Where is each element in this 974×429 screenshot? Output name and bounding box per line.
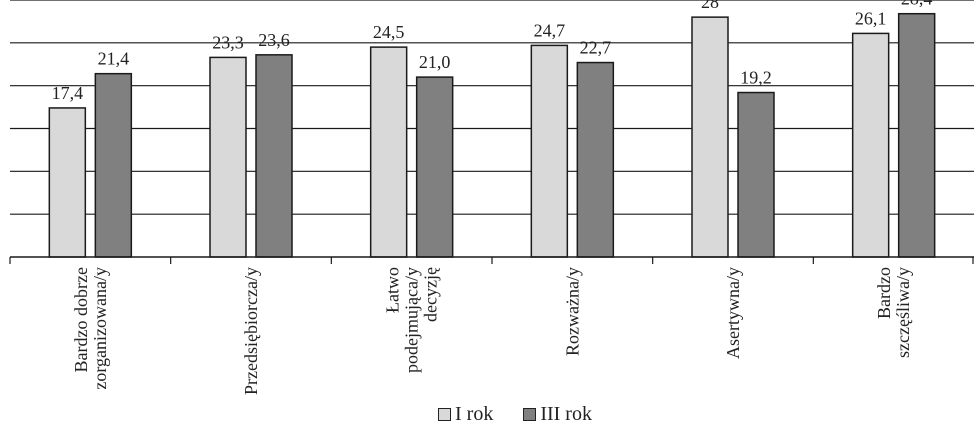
- category-label: Asertywna/y: [723, 267, 743, 359]
- category-label-line: decyzję: [421, 267, 441, 322]
- data-label-series-1: 24,5: [373, 22, 405, 42]
- category-label-line: szczęśliwa/y: [893, 267, 913, 358]
- data-label-series-2: 19,2: [740, 68, 772, 88]
- bar-series-1: [530, 44, 569, 258]
- legend-label-series-1: I rok: [455, 403, 494, 425]
- data-label-series-1: 26,1: [855, 8, 887, 28]
- data-label-series-1: 17,4: [52, 83, 84, 103]
- category-label-line: Bardzo dobrze: [71, 267, 91, 372]
- bar-series-1: [369, 46, 408, 258]
- category-label: Bardzo dobrze zorganizowana/y: [71, 267, 110, 390]
- category-label-line: zorganizowana/y: [90, 267, 110, 390]
- category-label-line: Asertywna/y: [723, 267, 743, 359]
- data-label-series-1: 23,3: [212, 32, 244, 52]
- bars: [48, 12, 936, 258]
- bar-series-1: [851, 32, 890, 258]
- category-label-line: Przedsiębiorcza/y: [241, 267, 261, 395]
- bar-chart: Bardzo dobrze zorganizowana/y Przedsiębior…: [9, 0, 974, 395]
- legend: I rok III rok: [438, 403, 592, 426]
- x-axis: [9, 256, 974, 264]
- legend-item-series-2: III rok: [523, 403, 592, 426]
- data-label-series-2: 23,6: [258, 30, 290, 50]
- bar-series-2: [255, 54, 293, 258]
- data-label-series-2: 21,4: [98, 49, 130, 69]
- category-label: Bardzo szczęśliwa/y: [874, 267, 913, 358]
- legend-swatch-series-1: [438, 408, 451, 421]
- data-label-series-1: 28: [701, 0, 719, 12]
- bar-series-1: [209, 56, 247, 258]
- bar-series-1: [691, 16, 729, 258]
- gridlines: [10, 0, 974, 215]
- bar-series-2: [576, 61, 615, 258]
- category-label-line: Rozważna/y: [562, 267, 582, 356]
- data-label-series-2: 21,0: [419, 52, 451, 72]
- bar-series-2: [94, 72, 133, 258]
- data-label-series-1: 24,7: [534, 20, 566, 40]
- data-label-series-2: 28,4: [901, 0, 933, 9]
- bar-series-2: [415, 76, 454, 258]
- bar-series-1: [48, 107, 87, 258]
- data-labels: 17,4 21,4 23,3 23,6 24,5 21,0 24,7 22,7 28 19,2 26…: [52, 0, 933, 103]
- category-label: Rozważna/y: [562, 267, 582, 356]
- category-label: Łatwo podejmująca/y decyzję: [383, 267, 441, 373]
- category-label-line: Bardzo: [874, 267, 894, 319]
- category-label: Przedsiębiorcza/y: [241, 267, 261, 395]
- category-label-line: Łatwo: [383, 267, 403, 313]
- legend-swatch-series-2: [523, 408, 537, 421]
- category-labels: Bardzo dobrze zorganizowana/y Przedsiębior…: [71, 267, 913, 395]
- legend-label-series-2: III rok: [540, 403, 592, 425]
- bar-series-2: [897, 12, 936, 258]
- bar-series-2: [737, 91, 775, 258]
- data-label-series-2: 22,7: [580, 38, 612, 58]
- legend-item-series-1: I rok: [438, 403, 493, 426]
- category-label-line: podejmująca/y: [402, 267, 422, 373]
